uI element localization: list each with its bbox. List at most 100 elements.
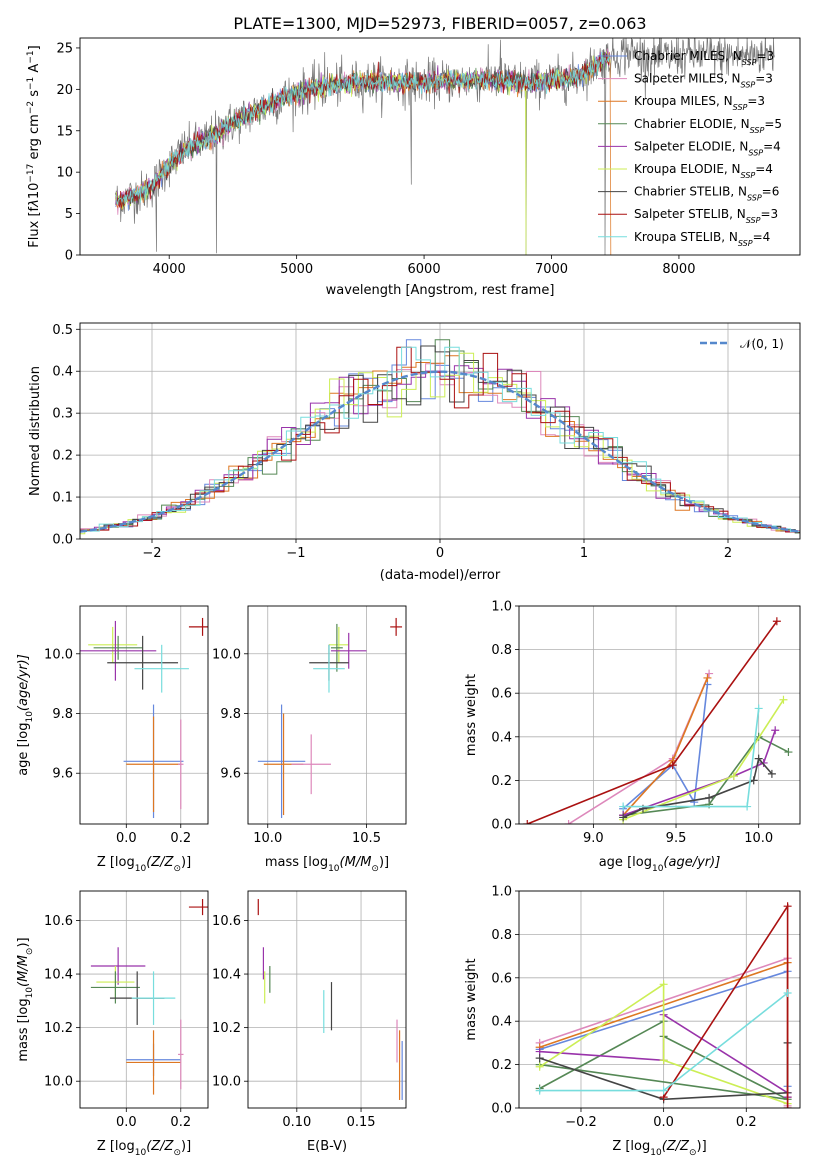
mass-weight-marker-chabrier_stelib: [754, 754, 763, 763]
y-axis-label-part: −1: [26, 77, 36, 90]
y-tick-label: 9.6: [220, 767, 241, 782]
y-tick-label: 25: [56, 41, 73, 56]
mass-weight-marker-kroupa_stelib: [754, 704, 763, 713]
legend-n: =3: [747, 94, 765, 108]
x-tick-label: 8000: [662, 262, 695, 277]
y-tick-label: 0.4: [491, 1015, 512, 1030]
y-axis-label-part: erg cm: [27, 114, 42, 163]
y-axis-label-part: ]: [27, 45, 42, 50]
x-tick-label: 4000: [153, 262, 186, 277]
legend-label-kroupa_elodie: Kroupa ELODIE, NSSP=4: [634, 162, 773, 180]
y-axis-label: Flux [fλ10−17 erg cm−2 s−1 A−1]: [26, 45, 42, 247]
axes-massweight_vs_Z: −0.2 0.0 0.2 0.0 0.2 0.4 0.6 0.8 1.0 Z [log10(Z/Z…: [464, 885, 801, 1158]
histogram-salpeter_stelib: [80, 346, 800, 534]
mass-weight-marker-salpeter_elodie: [771, 726, 780, 735]
x-tick-label: 10.0: [744, 831, 773, 846]
x-axis-label: (data-model)/error: [380, 568, 501, 583]
y-tick-label: 9.8: [220, 707, 241, 722]
x-tick-label: 10.5: [352, 831, 381, 846]
x-axis-label-part: 10: [328, 864, 340, 874]
mass-weight-marker-kroupa_stelib: [619, 802, 628, 811]
x-axis-label-part: age [log: [599, 855, 652, 870]
axes-frame: [518, 890, 801, 1109]
y-tick-label: 20: [56, 83, 73, 98]
mass-weight-marker-kroupa_elodie: [535, 1062, 544, 1071]
legend-text: Salpeter STELIB, N: [634, 207, 746, 221]
x-axis-label: age [log10(age/yr)]: [599, 855, 721, 874]
y-tick-label: 10.2: [44, 1021, 73, 1036]
axes-spectrum: 4000 5000 6000 7000 8000 0 5 10 15 20 25 Chabrier M…: [26, 37, 801, 298]
mass-weight-marker-kroupa_elodie: [659, 1056, 668, 1065]
axes-frame: [79, 605, 209, 825]
y-tick-label: 10.6: [44, 914, 73, 929]
legend-text: Salpeter MILES, N: [634, 72, 741, 86]
figure-title: PLATE=1300, MJD=52973, FIBERID=0057, z=0…: [233, 14, 646, 33]
x-axis-label-part: ⊙: [173, 1148, 181, 1158]
legend-sub: SSP: [738, 238, 753, 247]
legend-text: Kroupa ELODIE, N: [634, 162, 741, 176]
x-axis-label-part: 10: [135, 864, 147, 874]
y-axis-label-part: 10: [27, 183, 42, 200]
mass-weight-marker-chabrier_elodie: [784, 748, 793, 757]
legend-label-chabrier_elodie: Chabrier ELODIE, NSSP=5: [634, 117, 782, 135]
y-tick-label: 0.4: [491, 730, 512, 745]
mass-weight-marker-salpeter_stelib: [783, 1104, 792, 1108]
axes-massweight_vs_age: 9.0 9.5 10.0 0.0 0.2 0.4 0.6 0.8 1.0 age [log10(a…: [464, 600, 801, 874]
histogram-kroupa_stelib: [80, 346, 800, 533]
x-tick-label: 0.2: [170, 1115, 191, 1130]
legend-sub: SSP: [748, 148, 763, 157]
mass-weight-marker-salpeter_elodie: [759, 758, 768, 767]
legend-text: Kroupa MILES, N: [634, 94, 733, 108]
mass-weight-marker-kroupa_elodie: [779, 695, 788, 704]
y-tick-label: 1.0: [491, 600, 512, 615]
y-tick-label: 10.0: [44, 1075, 73, 1090]
y-axis-label-part: (M/M: [16, 955, 31, 987]
legend-sub: SSP: [742, 58, 757, 67]
y-axis-label-part: )]: [16, 937, 31, 947]
age_vs_Z-plot-area: [80, 617, 208, 819]
x-axis-label-part: Z [log: [612, 1139, 650, 1154]
y-axis-label: mass [log10(M/M⊙)]: [16, 937, 35, 1061]
x-axis-label-part: ⊙: [173, 864, 181, 874]
axes-frame: [247, 890, 407, 1109]
legend-n: =4: [753, 230, 771, 244]
y-tick-label: 9.6: [52, 767, 73, 782]
mass-weight-marker-kroupa_stelib: [659, 1086, 668, 1095]
x-axis-label-part: ⊙: [689, 1148, 697, 1158]
mass-weight-marker-salpeter_stelib: [772, 617, 781, 626]
mass-weight-marker-chabrier_stelib: [535, 1054, 544, 1063]
mass-weight-marker-kroupa_stelib: [535, 1086, 544, 1095]
x-axis-label: mass [log10(M/M⊙)]: [265, 855, 389, 874]
y-tick-label: 0.3: [52, 407, 73, 422]
y-tick-label: 10.4: [212, 968, 241, 983]
normal-legend-label: 𝒩(0, 1): [740, 337, 784, 351]
y-tick-label: 5: [65, 207, 73, 222]
mass-weight-marker-salpeter_stelib: [668, 761, 677, 770]
legend-n: =4: [763, 139, 781, 153]
legend-sub: SSP: [741, 171, 756, 180]
y-tick-label: 0.0: [491, 818, 512, 833]
axes-age_vs_Z: 0.0 0.29.69.810.0Z [log10(Z/Z⊙)]age [log1…: [16, 605, 209, 874]
legend-sub: SSP: [750, 125, 765, 134]
legend-text: Chabrier MILES, N: [634, 49, 742, 63]
x-axis-label: Z [log10(Z/Z⊙)]: [97, 1139, 191, 1158]
axes-frame: [518, 605, 801, 825]
mass-weight-line-chabrier_stelib: [622, 756, 773, 819]
y-axis-label-part: Flux [f: [27, 206, 42, 247]
y-tick-label: 10.6: [212, 914, 241, 929]
mass-weight-marker-salpeter_stelib: [783, 902, 792, 911]
axes-frame: [79, 37, 801, 256]
y-tick-label: 0.5: [52, 323, 73, 338]
legend-sub: SSP: [741, 80, 756, 89]
mass-weight-marker-kroupa_stelib: [783, 988, 792, 997]
x-tick-label: 0.0: [116, 831, 137, 846]
y-axis-label-part: ⊙: [25, 948, 35, 956]
mass-weight-line-salpeter_elodie: [622, 730, 776, 817]
x-axis-label-part: (age/yr)]: [663, 855, 720, 870]
legend-n: =5: [764, 117, 782, 131]
x-axis-label-part: (Z/Z: [146, 855, 174, 870]
y-axis-label-part: 10: [25, 987, 35, 999]
legend-sub: SSP: [747, 193, 762, 202]
